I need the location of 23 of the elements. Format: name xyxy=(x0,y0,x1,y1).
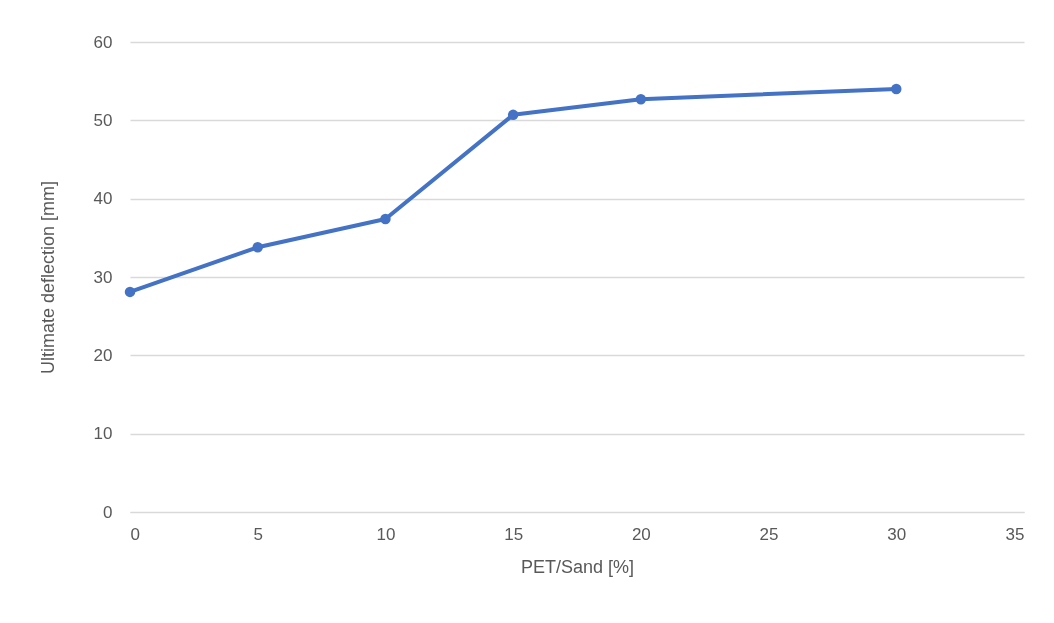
point xyxy=(380,213,391,225)
y-tick-label: 10 xyxy=(93,424,113,444)
point xyxy=(124,286,136,298)
y-tick-label: 50 xyxy=(93,110,113,130)
x-tick-label: 15 xyxy=(504,524,524,544)
x-tick-label: 30 xyxy=(887,524,907,544)
y-tick-label: 0 xyxy=(103,502,113,522)
x-tick-label: 35 xyxy=(1005,524,1025,544)
point xyxy=(891,83,902,95)
x-tick-label: 10 xyxy=(376,524,396,544)
y-tick-label: 40 xyxy=(93,189,113,209)
y-axis-title: Ultimate deflection [mm] xyxy=(37,180,58,375)
x-tick-label: 0 xyxy=(130,524,140,544)
point xyxy=(507,109,519,121)
y-tick-label: 60 xyxy=(93,32,113,52)
x-tick-label: 20 xyxy=(631,524,651,544)
y-tick-label: 20 xyxy=(93,345,113,365)
x-tick-label: 5 xyxy=(253,524,263,544)
x-axis-title: PET/Sand [%] xyxy=(520,556,635,577)
x-tick-label: 25 xyxy=(759,524,779,544)
point xyxy=(635,93,647,105)
point xyxy=(252,242,263,253)
y-tick-label: 30 xyxy=(93,267,113,287)
